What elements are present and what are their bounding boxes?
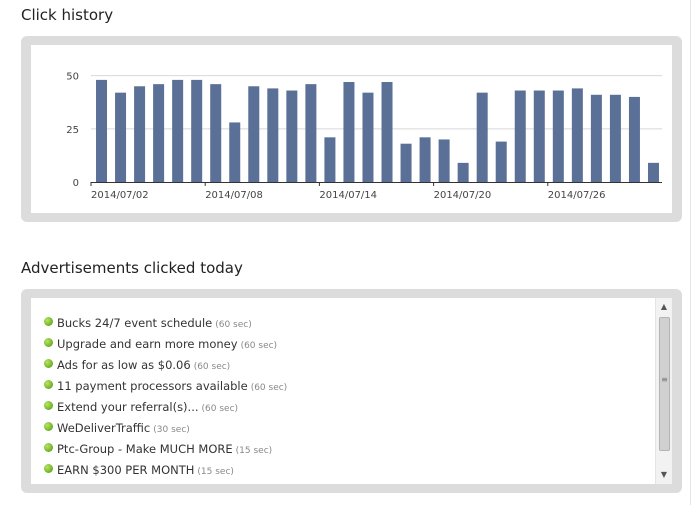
click-bar xyxy=(533,90,545,182)
green-status-dot-icon xyxy=(44,380,53,389)
ads-list: Bucks 24/7 event schedule (60 sec) Upgrade… xyxy=(31,298,656,484)
click-bar xyxy=(115,92,127,182)
click-bar xyxy=(438,139,450,182)
y-tick-label: 25 xyxy=(66,125,79,136)
y-tick-label: 0 xyxy=(73,178,79,189)
click-bar xyxy=(248,86,260,182)
ad-list-item: Bucks 24/7 event schedule (60 sec) xyxy=(31,311,656,332)
click-bar xyxy=(495,141,507,182)
click-bar xyxy=(381,82,393,182)
x-tick-label: 2014/07/08 xyxy=(205,190,263,201)
click-bar xyxy=(628,96,640,182)
ads-clicked-panel: Bucks 24/7 event schedule (60 sec) Upgrade… xyxy=(21,289,682,493)
ad-list-item: WeDeliverTraffic (30 sec) xyxy=(31,416,656,437)
click-bar xyxy=(590,94,602,182)
scroll-down-arrow-icon[interactable]: ▼ xyxy=(660,470,668,479)
ad-title: WeDeliverTraffic xyxy=(57,421,151,435)
ad-title: 11 payment processors available xyxy=(57,379,248,393)
ad-list-item: 11 payment processors available (60 sec) xyxy=(31,374,656,395)
ad-list-item: EARN $300 PER MONTH (15 sec) xyxy=(31,458,656,479)
click-bar xyxy=(134,86,146,182)
click-bar xyxy=(172,79,184,182)
x-tick-label: 2014/07/26 xyxy=(548,190,606,201)
page-right-border xyxy=(690,0,691,505)
scroll-thumb[interactable]: ≡ xyxy=(659,317,670,451)
x-tick-label: 2014/07/14 xyxy=(319,190,377,201)
x-tick-label: 2014/07/20 xyxy=(434,190,492,201)
click-bar xyxy=(476,92,488,182)
click-bar xyxy=(267,88,279,182)
click-bar xyxy=(324,137,336,182)
click-bar xyxy=(229,122,241,182)
ad-title: Extend your referral(s)... xyxy=(57,400,199,414)
x-tick-label: 2014/07/02 xyxy=(91,190,149,201)
ad-duration: (60 sec) xyxy=(240,341,278,351)
green-status-dot-icon xyxy=(44,443,53,452)
click-bar xyxy=(514,90,526,182)
green-status-dot-icon xyxy=(44,464,53,473)
ad-list-item: Extend your referral(s)... (60 sec) xyxy=(31,395,656,416)
ad-duration: (60 sec) xyxy=(201,404,239,414)
ad-title: Ads for as low as $0.06 xyxy=(57,358,191,372)
ads-clicked-list-box[interactable]: Bucks 24/7 event schedule (60 sec) Upgrade… xyxy=(31,298,672,484)
ads-list-scrollbar[interactable]: ▲ ≡ ▼ xyxy=(655,298,672,484)
click-bar xyxy=(96,79,108,182)
ad-title: Ptc-Group - Make MUCH MORE xyxy=(57,442,233,456)
ad-list-item: Ptc-Group - Make MUCH MORE (15 sec) xyxy=(31,437,656,458)
ads-clicked-title: Advertisements clicked today xyxy=(21,259,243,277)
ad-title: EARN $300 PER MONTH xyxy=(57,463,195,477)
ad-duration: (30 sec) xyxy=(153,425,190,435)
click-bar xyxy=(400,143,412,182)
ad-duration: (15 sec) xyxy=(197,467,234,477)
click-bar xyxy=(153,84,165,182)
green-status-dot-icon xyxy=(44,338,53,347)
click-bar xyxy=(457,162,469,182)
ad-list-item: Upgrade and earn more money (60 sec) xyxy=(31,332,656,353)
click-bar xyxy=(191,79,203,182)
green-status-dot-icon xyxy=(44,401,53,410)
click-history-panel: 0 25 50 2014/07/02 2014/07/08 2014/07/14 2014/… xyxy=(21,36,682,222)
click-bar xyxy=(362,92,374,182)
scroll-up-arrow-icon[interactable]: ▲ xyxy=(660,302,668,311)
click-history-title: Click history xyxy=(21,6,114,24)
y-tick-label: 50 xyxy=(66,72,79,83)
ad-duration: (60 sec) xyxy=(250,383,288,393)
ad-title: Bucks 24/7 event schedule xyxy=(57,316,213,330)
ad-duration: (60 sec) xyxy=(215,320,252,330)
click-bar xyxy=(571,88,583,182)
ad-duration: (15 sec) xyxy=(235,446,273,456)
scroll-grip-icon: ≡ xyxy=(661,375,668,384)
ad-title: Upgrade and earn more money xyxy=(57,337,238,351)
click-history-chart-area: 0 25 50 2014/07/02 2014/07/08 2014/07/14 2014/… xyxy=(31,45,672,213)
click-bar xyxy=(609,94,621,182)
click-bar xyxy=(343,82,355,182)
ad-duration: (60 sec) xyxy=(193,362,231,372)
green-status-dot-icon xyxy=(44,422,53,431)
click-bar xyxy=(305,84,317,182)
ad-list-item: Ads for as low as $0.06 (60 sec) xyxy=(31,353,656,374)
click-bar xyxy=(419,137,431,182)
click-bar xyxy=(552,90,564,182)
click-bar xyxy=(647,162,659,182)
green-status-dot-icon xyxy=(44,359,53,368)
click-history-chart: 0 25 50 2014/07/02 2014/07/08 2014/07/14 2014/… xyxy=(66,72,662,201)
green-status-dot-icon xyxy=(44,317,53,326)
click-bar xyxy=(210,84,222,182)
click-bar xyxy=(286,90,298,182)
